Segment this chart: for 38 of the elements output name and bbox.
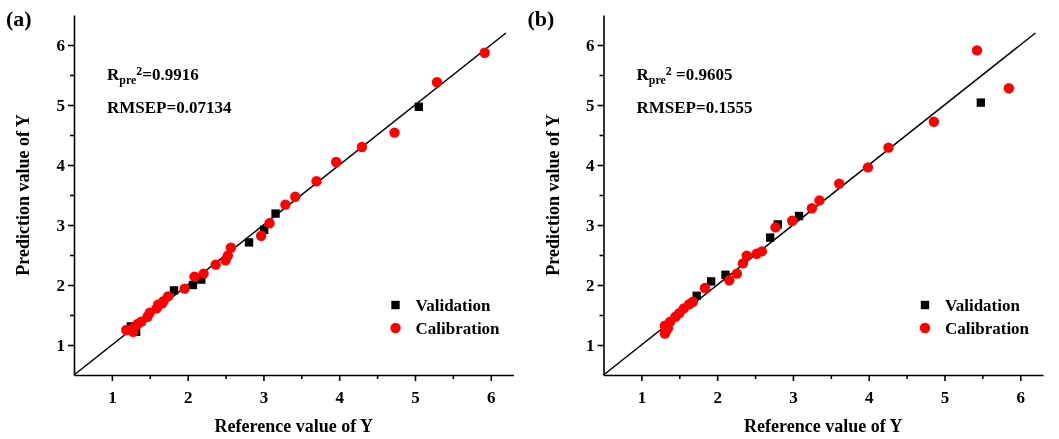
legend-label: Validation xyxy=(415,296,491,315)
x-tick-label: 6 xyxy=(1016,387,1026,407)
y-tick-label: 5 xyxy=(56,95,65,115)
x-tick-label: 1 xyxy=(108,387,117,407)
legend-label: Calibration xyxy=(415,319,501,338)
x-tick-label: 4 xyxy=(335,387,345,407)
y-tick-label: 2 xyxy=(56,275,65,295)
y-tick-label: 4 xyxy=(586,155,595,175)
x-tick-label: 2 xyxy=(183,387,193,407)
x-tick-label: 2 xyxy=(713,387,722,407)
annotation: R$_{pre}$$^{2}$=0.9916 xyxy=(107,64,199,87)
x-tick-label: 1 xyxy=(637,387,647,407)
y-tick-label: 3 xyxy=(586,215,595,235)
x-tick-label: 6 xyxy=(487,387,496,407)
x-tick-label: 4 xyxy=(864,387,874,407)
x-axis-title: Reference value of Y xyxy=(214,416,373,436)
annotation: RMSEP=0.07134 xyxy=(107,98,232,117)
y-axis-title: Prediction value of Y xyxy=(542,114,563,276)
y-tick-label: 6 xyxy=(56,35,65,55)
annotation: RMSEP=0.1555 xyxy=(636,98,753,117)
y-axis-title: Prediction value of Y xyxy=(13,114,33,276)
y-tick-label: 6 xyxy=(586,35,595,55)
x-tick-label: 5 xyxy=(411,387,420,407)
x-tick-label: 3 xyxy=(259,387,269,407)
y-tick-label: 1 xyxy=(586,335,595,355)
y-tick-label: 4 xyxy=(56,155,66,175)
y-tick-label: 3 xyxy=(56,215,65,235)
annotation: R$_{pre}$$^{2}$ =0.9605 xyxy=(636,64,733,87)
y-tick-label: 2 xyxy=(586,275,595,295)
legend-label: Calibration xyxy=(945,319,1030,338)
y-tick-label: 5 xyxy=(586,95,595,115)
chart-title: (a) xyxy=(6,6,32,31)
chart-title: (b) xyxy=(527,6,555,31)
x-tick-label: 5 xyxy=(940,387,950,407)
legend-label: Validation xyxy=(945,296,1021,315)
x-axis-title: Reference value of Y xyxy=(744,416,903,436)
y-tick-label: 1 xyxy=(56,335,65,355)
x-tick-label: 3 xyxy=(789,387,798,407)
